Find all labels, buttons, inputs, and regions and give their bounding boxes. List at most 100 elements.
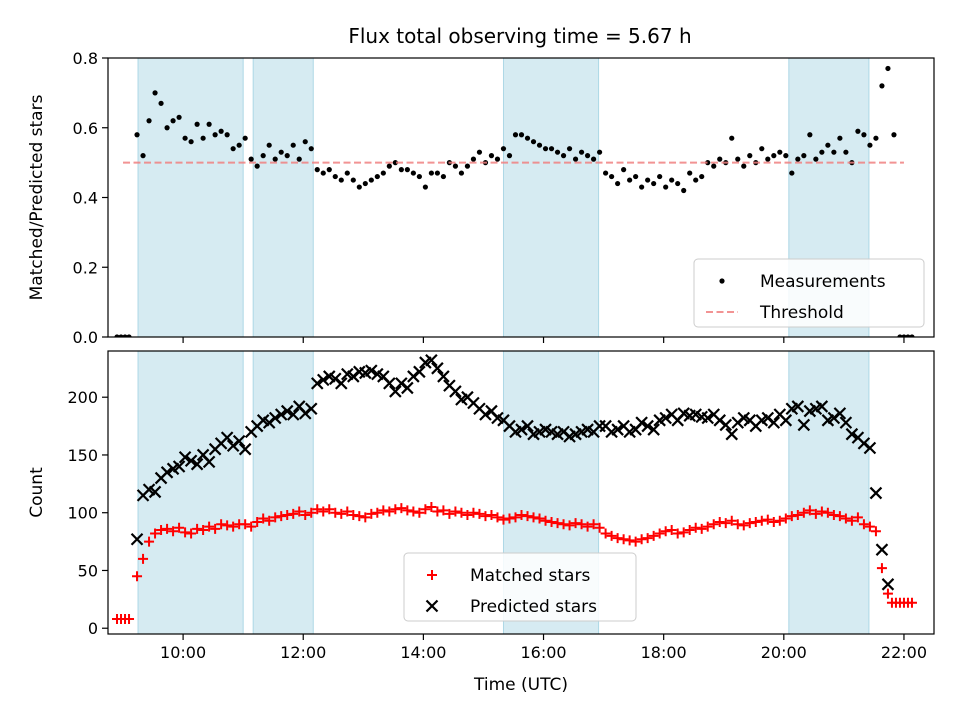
- y-tick-label: 0.0: [73, 328, 98, 347]
- data-point: [554, 149, 561, 155]
- data-point: [747, 153, 753, 159]
- data-point: [570, 518, 581, 529]
- data-point: [320, 170, 326, 176]
- data-point: [845, 427, 859, 441]
- series-measurements: [114, 65, 915, 337]
- data-point: [855, 128, 861, 134]
- data-point: [444, 508, 455, 519]
- data-point: [428, 170, 434, 176]
- data-point: [401, 381, 414, 395]
- shaded-interval-3: [502, 58, 600, 337]
- data-point: [822, 507, 833, 518]
- data-point: [140, 153, 146, 159]
- y-tick-label: 0.6: [73, 119, 98, 138]
- data-point: [389, 385, 402, 398]
- data-point: [831, 149, 837, 155]
- data-point: [756, 515, 767, 526]
- data-point: [438, 505, 449, 516]
- data-point: [901, 334, 907, 337]
- data-point: [702, 521, 713, 532]
- data-point: [528, 512, 539, 523]
- data-point: [819, 149, 825, 155]
- data-point: [852, 512, 863, 523]
- data-point: [374, 173, 380, 180]
- x-tick-label: 18:00: [641, 643, 687, 662]
- data-point: [516, 510, 527, 521]
- data-point: [278, 149, 284, 155]
- data-point: [774, 515, 785, 526]
- data-point: [268, 411, 282, 425]
- data-point: [566, 146, 573, 152]
- data-point: [224, 132, 230, 138]
- data-point: [588, 519, 599, 530]
- data-point: [236, 142, 242, 148]
- data-point: [869, 486, 883, 500]
- data-point: [476, 149, 483, 155]
- data-point: [759, 146, 765, 152]
- data-point: [238, 442, 252, 456]
- data-point: [510, 512, 521, 523]
- data-point: [456, 507, 467, 518]
- data-point: [717, 156, 723, 162]
- data-point: [765, 156, 771, 162]
- data-point: [158, 100, 164, 106]
- data-point: [675, 180, 681, 187]
- legend-label: Threshold: [759, 303, 844, 323]
- data-point: [360, 512, 371, 523]
- data-point: [130, 533, 144, 546]
- data-point: [432, 506, 443, 517]
- data-point: [861, 132, 867, 138]
- data-point: [452, 163, 459, 169]
- data-point: [624, 535, 635, 546]
- data-point: [332, 173, 338, 180]
- data-point: [450, 506, 461, 517]
- data-point: [500, 146, 507, 152]
- x-tick-label: 22:00: [881, 643, 927, 662]
- data-point: [693, 177, 699, 183]
- data-point: [148, 485, 162, 499]
- data-point: [879, 83, 885, 89]
- y-tick-label: 0.2: [73, 258, 98, 277]
- data-point: [603, 170, 609, 176]
- data-point: [672, 528, 683, 539]
- data-point: [696, 523, 707, 534]
- figure-title: Flux total observing time = 5.67 h: [348, 24, 691, 48]
- data-point: [804, 505, 815, 516]
- x-tick-label: 10:00: [160, 643, 206, 662]
- legend-swatch: [425, 599, 439, 613]
- data-point: [383, 377, 396, 390]
- data-point: [126, 334, 132, 337]
- data-point: [122, 334, 128, 337]
- data-point: [494, 156, 501, 162]
- data-point: [300, 510, 311, 521]
- data-point: [552, 518, 563, 529]
- data-point: [864, 521, 875, 532]
- data-point: [905, 334, 911, 337]
- data-point: [594, 522, 605, 533]
- data-point: [606, 530, 617, 541]
- data-point: [386, 163, 392, 169]
- data-point: [326, 167, 332, 173]
- legend-box: [693, 258, 925, 328]
- data-point: [488, 153, 495, 159]
- data-point: [288, 508, 299, 519]
- data-point: [807, 132, 813, 138]
- data-point: [654, 528, 665, 539]
- data-point: [210, 523, 221, 534]
- data-point: [280, 404, 294, 418]
- data-point: [312, 504, 323, 515]
- data-point: [410, 170, 416, 176]
- y-axis-label: Count: [27, 467, 47, 518]
- legend-label: Predicted stars: [470, 597, 597, 617]
- data-point: [498, 514, 509, 525]
- data-point: [641, 419, 654, 433]
- data-point: [318, 506, 329, 517]
- data-point: [434, 170, 440, 176]
- data-point: [186, 528, 197, 539]
- data-point: [779, 414, 793, 427]
- data-point: [180, 527, 191, 538]
- bottom-panel-counts: 0 50 100 150 200 10:00 12:00 14:00 16:00 18:00 20:…: [27, 350, 935, 695]
- data-point: [750, 516, 761, 527]
- data-point: [182, 135, 188, 141]
